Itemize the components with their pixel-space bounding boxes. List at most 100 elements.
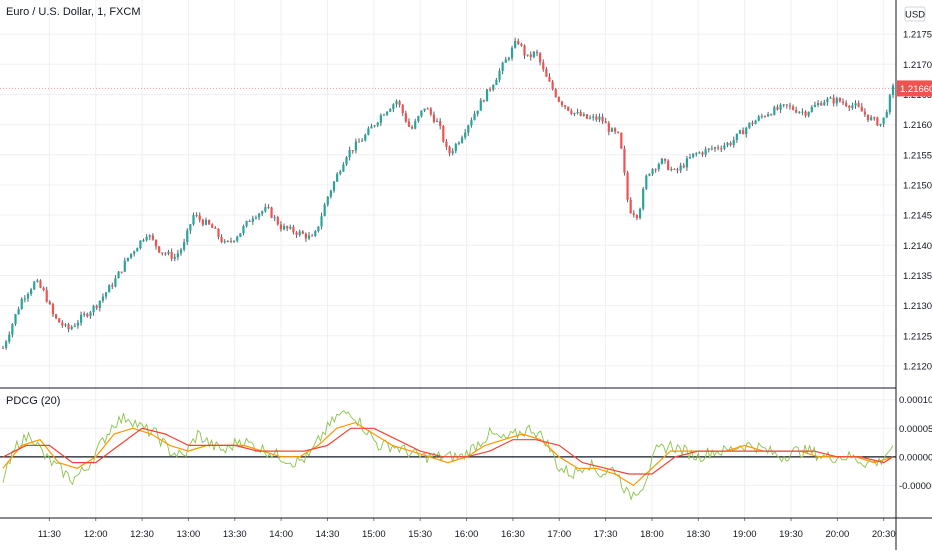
candle-down[interactable] bbox=[785, 104, 788, 106]
candle-down[interactable] bbox=[701, 152, 704, 155]
candle-up[interactable] bbox=[70, 326, 73, 330]
candle-up[interactable] bbox=[323, 204, 326, 217]
candle-down[interactable] bbox=[448, 146, 451, 154]
candle-down[interactable] bbox=[292, 226, 295, 233]
candle-up[interactable] bbox=[810, 106, 813, 112]
candle-down[interactable] bbox=[795, 109, 798, 113]
candle-down[interactable] bbox=[45, 290, 48, 302]
candle-up[interactable] bbox=[835, 98, 838, 104]
candle-up[interactable] bbox=[598, 116, 601, 120]
candle-down[interactable] bbox=[667, 160, 670, 170]
candle-up[interactable] bbox=[261, 211, 264, 214]
candle-up[interactable] bbox=[757, 116, 760, 121]
candle-up[interactable] bbox=[423, 108, 426, 111]
candle-up[interactable] bbox=[104, 292, 108, 297]
candle-up[interactable] bbox=[142, 240, 145, 242]
candle-up[interactable] bbox=[798, 111, 801, 113]
candle-up[interactable] bbox=[748, 122, 751, 128]
candle-up[interactable] bbox=[17, 309, 20, 315]
candle-down[interactable] bbox=[58, 318, 61, 323]
candle-up[interactable] bbox=[26, 293, 30, 299]
candle-down[interactable] bbox=[585, 114, 589, 119]
candle-up[interactable] bbox=[713, 147, 717, 149]
candle-down[interactable] bbox=[61, 322, 64, 326]
candle-up[interactable] bbox=[851, 105, 854, 108]
candle-up[interactable] bbox=[336, 173, 339, 182]
candle-down[interactable] bbox=[579, 112, 582, 116]
candle-down[interactable] bbox=[848, 105, 851, 108]
candle-down[interactable] bbox=[489, 89, 492, 91]
candle-up[interactable] bbox=[14, 314, 17, 325]
candle-up[interactable] bbox=[176, 253, 179, 258]
candle-down[interactable] bbox=[539, 53, 542, 63]
candle-up[interactable] bbox=[692, 153, 695, 158]
candle-down[interactable] bbox=[429, 108, 432, 115]
candle-down[interactable] bbox=[276, 217, 279, 225]
candle-down[interactable] bbox=[742, 130, 745, 135]
candle-down[interactable] bbox=[111, 285, 114, 287]
candle-down[interactable] bbox=[626, 172, 629, 200]
candle-up[interactable] bbox=[189, 224, 192, 231]
candle-up[interactable] bbox=[638, 208, 642, 218]
candle-up[interactable] bbox=[507, 57, 510, 60]
candle-up[interactable] bbox=[133, 251, 136, 254]
candle-up[interactable] bbox=[386, 111, 389, 115]
candle-down[interactable] bbox=[529, 54, 532, 58]
candle-down[interactable] bbox=[663, 158, 667, 161]
candle-down[interactable] bbox=[95, 305, 98, 308]
candle-up[interactable] bbox=[320, 216, 323, 227]
candle-down[interactable] bbox=[214, 227, 217, 229]
candle-down[interactable] bbox=[401, 104, 404, 114]
candle-down[interactable] bbox=[279, 224, 283, 230]
candle-up[interactable] bbox=[451, 151, 454, 154]
candle-up[interactable] bbox=[33, 281, 36, 290]
candle-down[interactable] bbox=[54, 314, 58, 319]
candle-up[interactable] bbox=[891, 85, 895, 96]
candle-up[interactable] bbox=[745, 127, 748, 135]
candle-up[interactable] bbox=[23, 298, 26, 300]
candle-down[interactable] bbox=[229, 240, 233, 242]
candle-down[interactable] bbox=[620, 132, 623, 149]
candle-up[interactable] bbox=[370, 126, 373, 129]
candle-down[interactable] bbox=[857, 103, 860, 107]
candle-up[interactable] bbox=[139, 240, 142, 249]
candle-up[interactable] bbox=[226, 240, 229, 242]
candle-up[interactable] bbox=[382, 114, 386, 116]
candle-up[interactable] bbox=[129, 253, 133, 258]
candle-down[interactable] bbox=[270, 207, 273, 218]
candle-up[interactable] bbox=[73, 325, 76, 327]
candle-up[interactable] bbox=[457, 142, 461, 144]
candle-down[interactable] bbox=[86, 313, 89, 317]
candle-down[interactable] bbox=[751, 122, 754, 125]
candle-up[interactable] bbox=[435, 121, 439, 123]
candle-up[interactable] bbox=[645, 175, 648, 189]
candle-up[interactable] bbox=[64, 324, 67, 326]
candle-down[interactable] bbox=[398, 101, 401, 105]
candle-up[interactable] bbox=[688, 157, 692, 159]
candle-down[interactable] bbox=[595, 116, 598, 120]
oscillator-layer[interactable] bbox=[0, 410, 896, 501]
candle-up[interactable] bbox=[854, 103, 857, 106]
candle-up[interactable] bbox=[698, 152, 701, 154]
candle-up[interactable] bbox=[417, 116, 420, 122]
candle-down[interactable] bbox=[154, 239, 158, 247]
candle-down[interactable] bbox=[607, 123, 610, 132]
candle-down[interactable] bbox=[407, 121, 411, 127]
candle-up[interactable] bbox=[204, 219, 208, 225]
candle-up[interactable] bbox=[464, 132, 467, 138]
candle-up[interactable] bbox=[123, 260, 126, 272]
candle-up[interactable] bbox=[183, 242, 186, 250]
candle-down[interactable] bbox=[788, 105, 792, 107]
candle-up[interactable] bbox=[329, 190, 332, 197]
candle-down[interactable] bbox=[432, 114, 436, 122]
candle-up[interactable] bbox=[36, 280, 39, 282]
candle-up[interactable] bbox=[504, 59, 507, 63]
candle-up[interactable] bbox=[264, 207, 267, 212]
candle-down[interactable] bbox=[564, 105, 567, 107]
candle-up[interactable] bbox=[223, 241, 226, 243]
candle-down[interactable] bbox=[410, 126, 414, 129]
candle-up[interactable] bbox=[236, 236, 239, 241]
candle-up[interactable] bbox=[695, 153, 698, 155]
candle-up[interactable] bbox=[657, 163, 660, 170]
candle-down[interactable] bbox=[557, 96, 560, 102]
